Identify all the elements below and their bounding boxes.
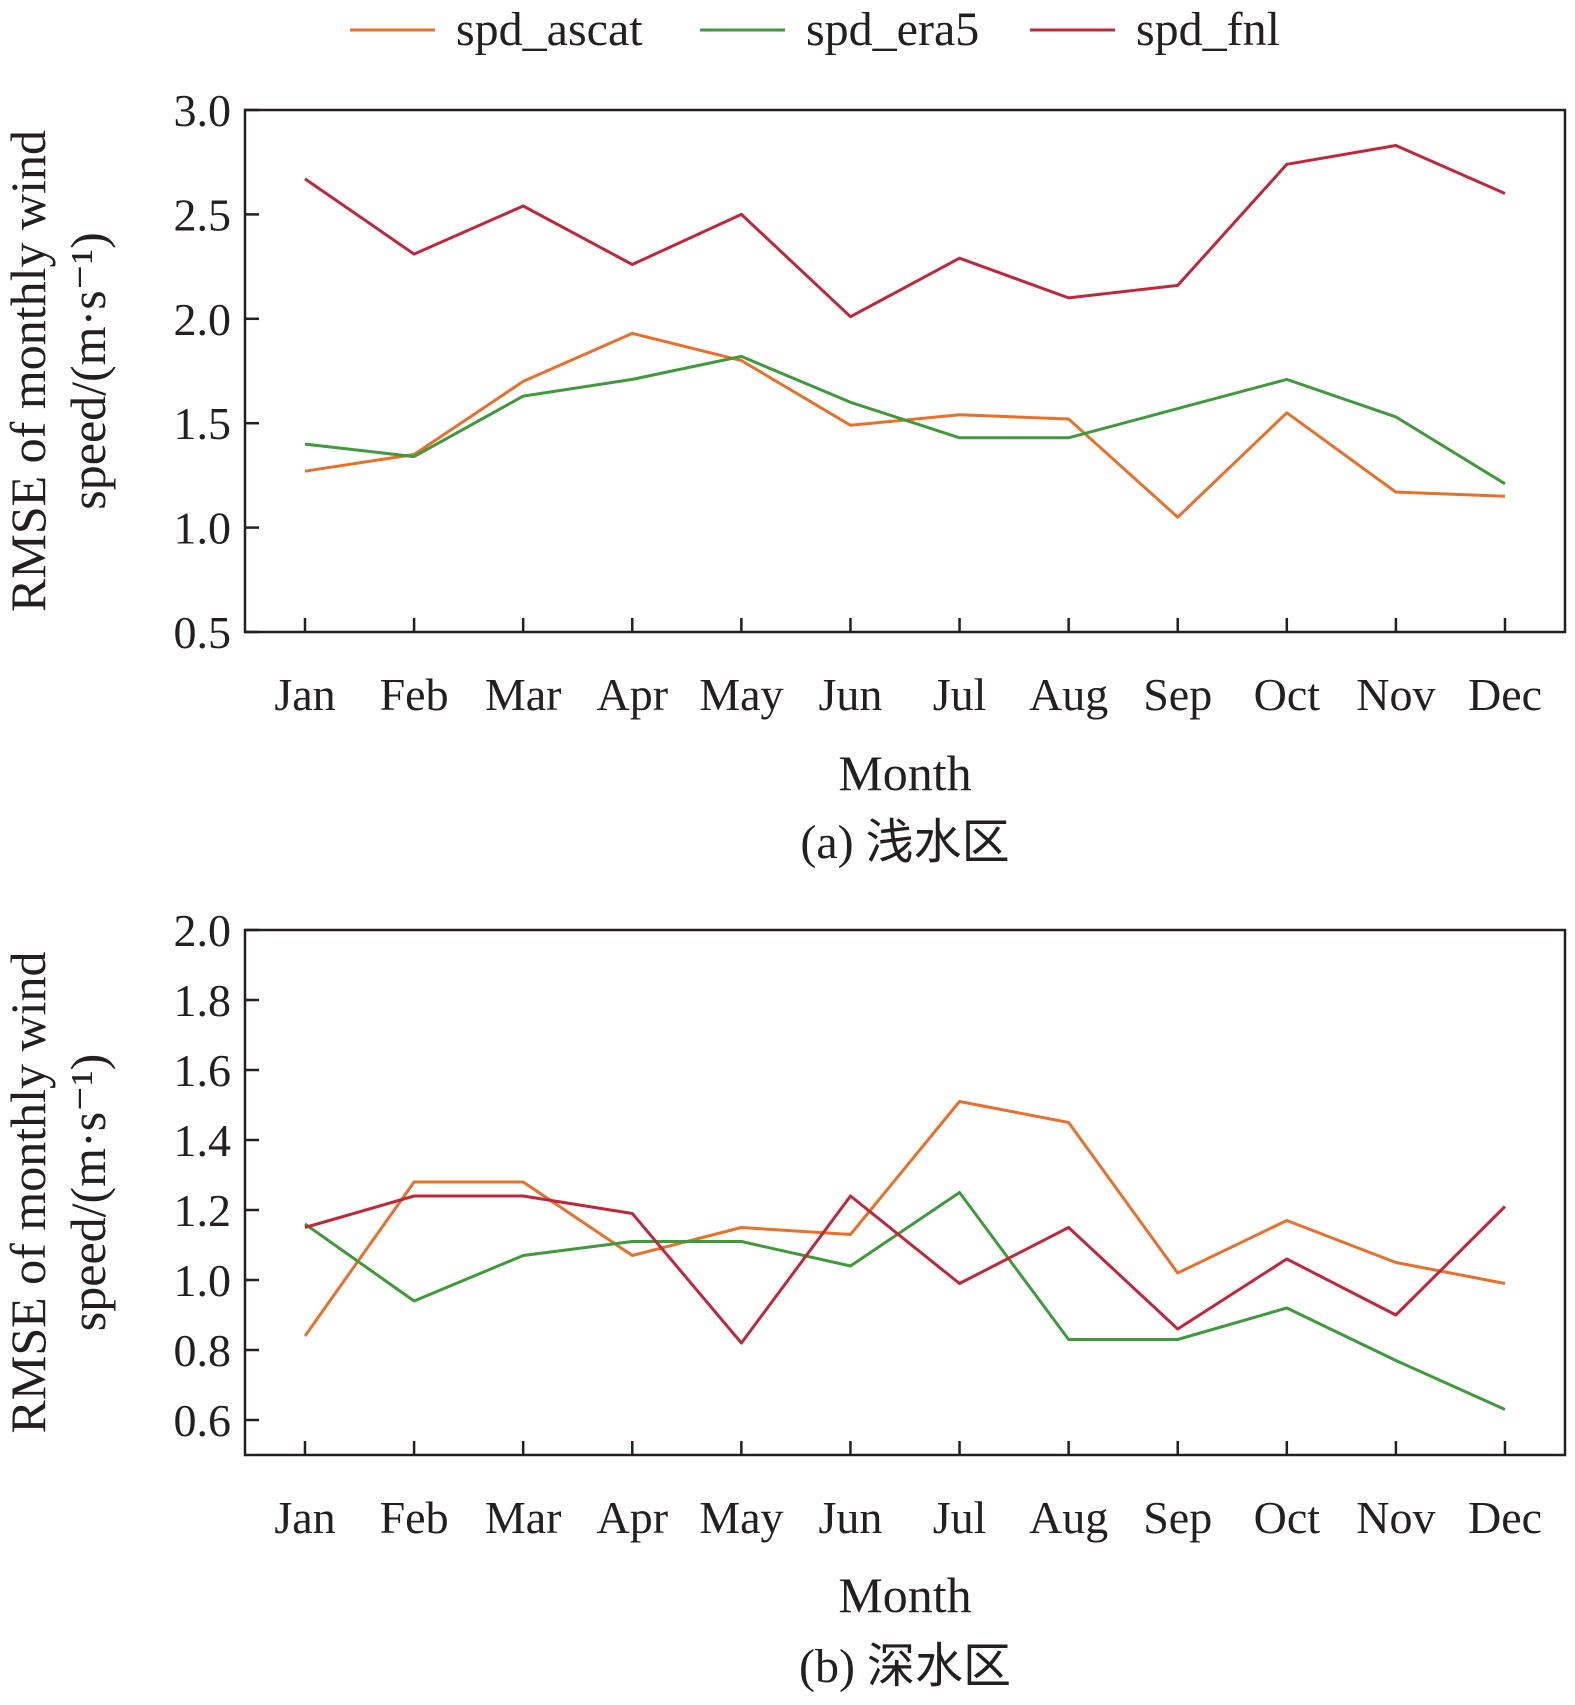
y-tick-label-a-2: 1.5 xyxy=(174,398,232,449)
y-tick-label-a-3: 2.0 xyxy=(174,294,232,345)
y-axis-title-line2-a: speed/(m·s⁻¹) xyxy=(60,232,116,509)
x-axis-title-a: Month xyxy=(838,745,971,801)
y-tick-label-b-5: 1.6 xyxy=(174,1045,232,1096)
series-line-spd-ascat-b xyxy=(303,1100,1506,1337)
x-axis-title-b: Month xyxy=(838,1567,971,1623)
x-tick-label-a-aug: Aug xyxy=(1029,669,1108,720)
x-tick-label-b-jul: Jul xyxy=(933,1492,987,1543)
x-tick-label-a-nov: Nov xyxy=(1356,669,1435,720)
series-line-spd-fnl-b xyxy=(304,1194,1507,1345)
x-tick-label-b-jun: Jun xyxy=(819,1492,883,1543)
plot-frame-b xyxy=(243,928,1567,1457)
x-tick-label-a-dec: Dec xyxy=(1468,669,1542,720)
y-tick-label-b-3: 1.2 xyxy=(174,1185,232,1236)
x-tick-label-b-dec: Dec xyxy=(1468,1492,1542,1543)
x-tick-label-a-sep: Sep xyxy=(1143,669,1212,720)
x-tick-label-a-jul: Jul xyxy=(933,669,987,720)
x-tick-label-b-oct: Oct xyxy=(1254,1492,1321,1543)
panel-a: 0.5 1.0 1.5 2.0 2.5 3.0 Jan Feb Mar Apr May Jun Jul A… xyxy=(0,85,1567,869)
panel-caption-a: (a) 浅水区 xyxy=(800,816,1009,869)
y-tick-label-a-5: 3.0 xyxy=(174,85,232,136)
plot-frame-a xyxy=(243,108,1567,634)
y-tick-label-b-4: 1.4 xyxy=(174,1115,232,1166)
panel-caption-b: (b) 深水区 xyxy=(799,1640,1011,1693)
x-tick-label-b-nov: Nov xyxy=(1356,1492,1435,1543)
x-tick-label-b-aug: Aug xyxy=(1029,1492,1108,1543)
y-tick-label-b-2: 1.0 xyxy=(174,1255,232,1306)
y-tick-label-b-0: 0.6 xyxy=(174,1395,232,1446)
y-axis-title-line1-b: RMSE of monthly wind xyxy=(0,952,56,1434)
x-tick-label-a-jun: Jun xyxy=(819,669,883,720)
y-axis-title-line1-a: RMSE of monthly wind xyxy=(0,130,56,612)
panel-b: 0.6 0.8 1.0 1.2 1.4 1.6 1.8 2.0 Jan Feb Mar Apr May J… xyxy=(0,905,1567,1693)
x-tick-label-b-sep: Sep xyxy=(1143,1492,1212,1543)
y-tick-label-a-4: 2.5 xyxy=(174,189,232,240)
legend-label-spd-ascat: spd_ascat xyxy=(456,3,643,56)
legend-label-spd-fnl: spd_fnl xyxy=(1136,3,1280,56)
x-tick-label-b-apr: Apr xyxy=(596,1492,668,1543)
legend: spd_ascat spd_era5 spd_fnl xyxy=(350,3,1280,56)
y-tick-label-a-1: 1.0 xyxy=(174,503,232,554)
x-tick-label-a-mar: Mar xyxy=(485,669,562,720)
x-tick-label-a-oct: Oct xyxy=(1254,669,1321,720)
y-axis-title-line2-b: speed/(m·s⁻¹) xyxy=(60,1054,116,1331)
series-line-spd-era5-b xyxy=(304,1191,1506,1411)
y-tick-label-a-0: 0.5 xyxy=(174,607,232,658)
x-tick-label-b-jan: Jan xyxy=(274,1492,335,1543)
x-tick-label-a-apr: Apr xyxy=(596,669,668,720)
x-tick-label-a-jan: Jan xyxy=(274,669,335,720)
x-tick-label-a-feb: Feb xyxy=(380,669,449,720)
y-tick-label-b-1: 0.8 xyxy=(174,1325,232,1376)
series-line-spd-era5-a xyxy=(304,354,1506,486)
y-tick-label-b-6: 1.8 xyxy=(174,975,232,1026)
legend-label-spd-era5: spd_era5 xyxy=(806,3,979,56)
y-tick-label-b-7: 2.0 xyxy=(174,905,232,956)
x-tick-label-b-feb: Feb xyxy=(380,1492,449,1543)
x-tick-label-b-may: May xyxy=(699,1492,783,1543)
x-tick-label-a-may: May xyxy=(699,669,783,720)
x-tick-label-b-mar: Mar xyxy=(485,1492,562,1543)
series-line-spd-ascat-a xyxy=(304,331,1506,519)
series-line-spd-fnl-a xyxy=(304,144,1506,319)
